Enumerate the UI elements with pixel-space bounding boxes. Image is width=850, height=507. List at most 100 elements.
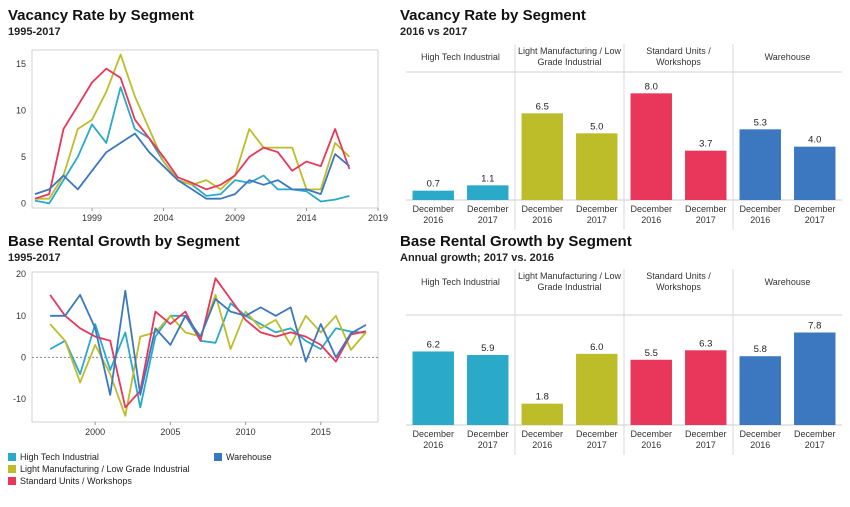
- y-tick-label: -10: [13, 394, 26, 404]
- bar: [685, 150, 727, 200]
- rental-bar-subtitle: Annual growth; 2017 vs. 2016: [400, 252, 555, 264]
- plot-area: [31, 271, 379, 423]
- bar: [685, 350, 727, 425]
- category-label: December 2017: [794, 204, 836, 225]
- bar-value-label: 6.3: [699, 338, 712, 349]
- legend-swatch-warehouse: [214, 453, 222, 461]
- bar-value-label: 5.8: [754, 344, 767, 355]
- bar: [412, 351, 454, 425]
- bar: [576, 133, 618, 200]
- vacancy-bar-title: Vacancy Rate by Segment: [400, 7, 586, 24]
- y-tick-label: 20: [16, 269, 26, 279]
- x-tick-label: 2014: [296, 213, 316, 223]
- category-label: December 2016: [630, 204, 672, 225]
- legend-label-standard-units: Standard Units / Workshops: [20, 476, 132, 486]
- x-tick-label: 2004: [154, 213, 174, 223]
- bar-value-label: 6.5: [536, 101, 549, 112]
- group-header: High Tech Industrial: [421, 52, 500, 62]
- bar: [794, 332, 836, 425]
- category-label: December 2016: [521, 429, 563, 450]
- bar-value-label: 3.7: [699, 139, 712, 150]
- y-tick-label: 10: [16, 311, 26, 321]
- vacancy-bar-subtitle: 2016 vs 2017: [400, 26, 468, 38]
- bar-value-label: 8.0: [645, 81, 658, 92]
- bar-value-label: 5.5: [645, 348, 658, 359]
- series-line-warehouse: [34, 132, 350, 200]
- legend-swatch-high-tech: [8, 453, 16, 461]
- bar-value-label: 1.8: [536, 392, 549, 403]
- x-tick-label: 2005: [160, 427, 180, 437]
- legend: High Tech Industrial Warehouse Light Man…: [8, 452, 338, 492]
- bar: [630, 359, 672, 425]
- legend-item-light-mfg: Light Manufacturing / Low Grade Industri…: [8, 464, 190, 474]
- vacancy-line-title: Vacancy Rate by Segment: [8, 7, 194, 24]
- category-label: December 2016: [739, 204, 781, 225]
- bar: [521, 113, 563, 200]
- group-header: Standard Units / Workshops: [646, 271, 711, 292]
- group-header: Warehouse: [765, 52, 811, 62]
- category-label: December 2016: [412, 429, 454, 450]
- series-line-high_tech: [34, 86, 350, 205]
- bar: [467, 355, 509, 425]
- x-tick-label: 1999: [82, 213, 102, 223]
- legend-item-standard-units: Standard Units / Workshops: [8, 476, 132, 486]
- category-label: December 2017: [467, 204, 509, 225]
- legend-swatch-standard-units: [8, 477, 16, 485]
- category-label: December 2017: [685, 204, 727, 225]
- category-label: December 2017: [794, 429, 836, 450]
- vacancy-bar-chart: High Tech Industrial 0.7 December 2016 1.1 De…: [406, 44, 842, 230]
- bar: [412, 190, 454, 200]
- rental-bar-title: Base Rental Growth by Segment: [400, 233, 632, 250]
- vacancy-line-chart: 0 5 10 15 1999 2004 2009 2014 2019: [16, 49, 388, 223]
- bar-value-label: 6.2: [427, 339, 440, 350]
- legend-label-high-tech: High Tech Industrial: [20, 452, 99, 462]
- category-label: December 2017: [576, 204, 618, 225]
- bar-value-label: 7.8: [808, 320, 821, 331]
- group-header: Warehouse: [765, 277, 811, 287]
- bar-value-label: 5.9: [481, 343, 494, 354]
- rental-bar-chart: High Tech Industrial 6.2 December 2016 5.9 De…: [406, 269, 842, 455]
- x-tick-label: 2019: [368, 213, 388, 223]
- bar-value-label: 4.0: [808, 135, 821, 146]
- legend-label-warehouse: Warehouse: [226, 452, 272, 462]
- category-label: December 2016: [412, 204, 454, 225]
- y-tick-label: 5: [21, 152, 26, 162]
- legend-swatch-light-mfg: [8, 465, 16, 473]
- series-line-standard_units: [49, 277, 367, 409]
- bar: [794, 146, 836, 200]
- x-tick-label: 2015: [311, 427, 331, 437]
- series-line-standard_units: [34, 67, 351, 200]
- y-tick-label: 10: [16, 105, 26, 115]
- rental-line-subtitle: 1995-2017: [8, 252, 61, 264]
- group-header: Standard Units / Workshops: [646, 46, 711, 67]
- series-line-light_mfg: [34, 53, 351, 200]
- y-tick-label: 0: [21, 198, 26, 208]
- bar: [576, 353, 618, 425]
- bar-value-label: 6.0: [590, 342, 603, 353]
- bar: [467, 185, 509, 200]
- bar-value-label: 5.3: [754, 117, 767, 128]
- legend-label-light-mfg: Light Manufacturing / Low Grade Industri…: [20, 464, 190, 474]
- x-tick-label: 2009: [225, 213, 245, 223]
- x-tick-label: 2000: [85, 427, 105, 437]
- category-label: December 2017: [576, 429, 618, 450]
- y-tick-label: 15: [16, 59, 26, 69]
- y-tick-label: 0: [21, 352, 26, 362]
- category-label: December 2016: [521, 204, 563, 225]
- x-tick-label: 2010: [236, 427, 256, 437]
- category-label: December 2017: [467, 429, 509, 450]
- group-header: Light Manufacturing / Low Grade Industria…: [518, 271, 622, 292]
- plot-area: [31, 49, 379, 209]
- bar: [739, 356, 781, 425]
- legend-item-warehouse: Warehouse: [214, 452, 272, 462]
- rental-line-chart: -10 0 10 20 2000 2005 2010 2015: [13, 269, 379, 437]
- bar: [739, 129, 781, 200]
- bar-value-label: 1.1: [481, 173, 494, 184]
- bar-value-label: 5.0: [590, 121, 603, 132]
- group-header: Light Manufacturing / Low Grade Industria…: [518, 46, 622, 67]
- group-header: High Tech Industrial: [421, 277, 500, 287]
- legend-item-high-tech: High Tech Industrial: [8, 452, 99, 462]
- bar-value-label: 0.7: [427, 179, 440, 190]
- rental-line-title: Base Rental Growth by Segment: [8, 233, 240, 250]
- vacancy-line-subtitle: 1995-2017: [8, 26, 61, 38]
